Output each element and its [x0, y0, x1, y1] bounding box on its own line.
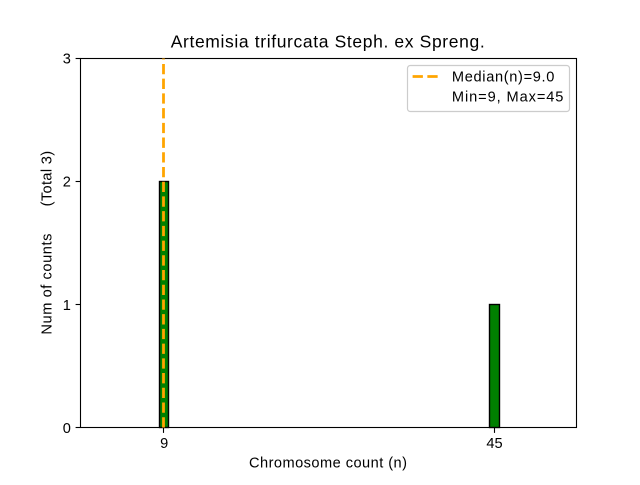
svg-text:(Total 3): (Total 3)	[40, 151, 56, 207]
svg-text:Min=9, Max=45: Min=9, Max=45	[452, 90, 564, 106]
svg-text:0: 0	[63, 421, 71, 437]
svg-text:45: 45	[486, 436, 502, 452]
svg-text:3: 3	[63, 51, 71, 67]
svg-text:Num of counts: Num of counts	[40, 234, 56, 335]
svg-text:Chromosome count (n): Chromosome count (n)	[249, 456, 407, 472]
svg-text:9: 9	[160, 436, 168, 452]
svg-text:Artemisia trifurcata Steph. ex: Artemisia trifurcata Steph. ex Spreng.	[171, 32, 485, 52]
svg-text:2: 2	[63, 175, 71, 191]
svg-text:Median(n)=9.0: Median(n)=9.0	[452, 69, 555, 85]
svg-text:1: 1	[63, 298, 71, 314]
